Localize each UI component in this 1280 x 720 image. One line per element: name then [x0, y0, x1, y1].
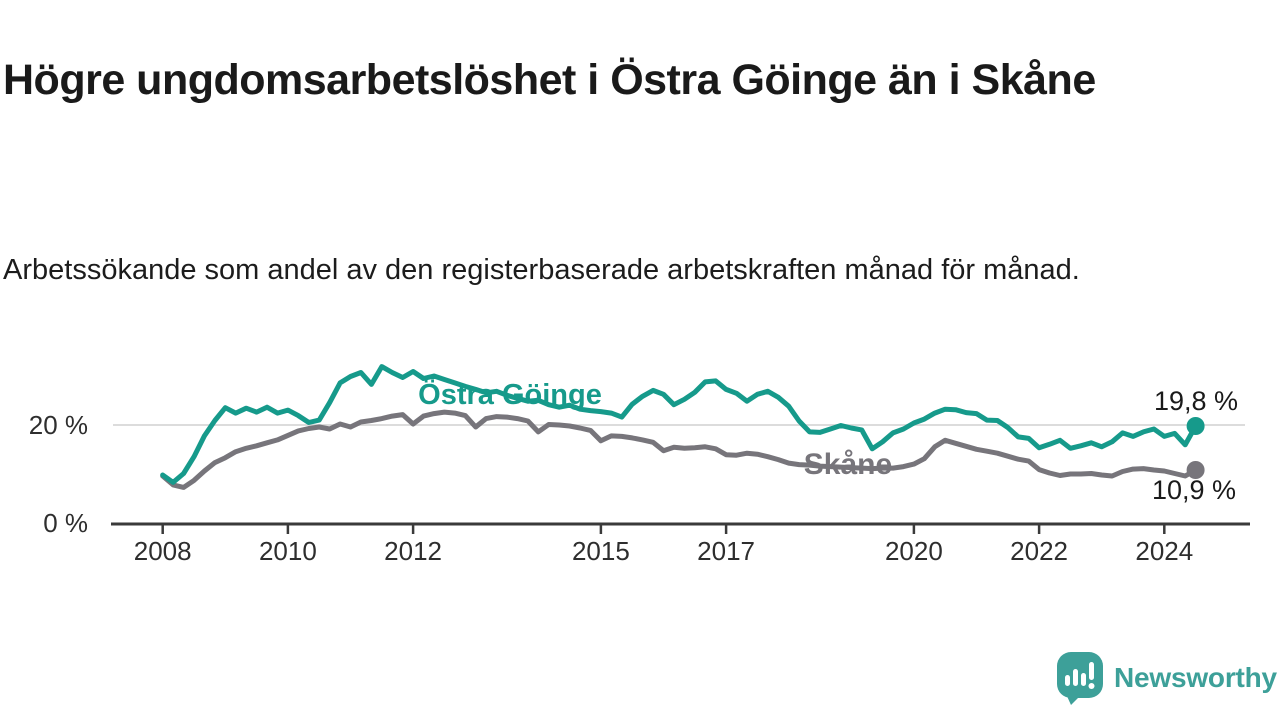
series-label-skane: Skåne [804, 448, 892, 481]
x-tick-label: 2012 [384, 536, 442, 566]
brand-name: Newsworthy [1114, 662, 1277, 693]
series-line-ostra-goinge [160, 364, 1199, 485]
x-tick-label: 2022 [1010, 536, 1068, 566]
exclamation-icon-dot [1088, 683, 1095, 689]
y-axis-label-20: 20 % [29, 410, 88, 440]
end-value-ostra-goinge: 19,8 % [1154, 386, 1238, 416]
y-axis-label-0: 0 % [43, 508, 88, 538]
bar-icon-1 [1065, 675, 1070, 686]
x-tick-label: 2017 [697, 536, 755, 566]
series-label-ostra-goinge: Östra Göinge [418, 378, 602, 411]
newsworthy-icon [1057, 652, 1103, 705]
x-tick-label: 2008 [134, 536, 192, 566]
series-line-skane [160, 409, 1199, 490]
chart-subtitle: Arbetssökande som andel av den registerb… [3, 254, 1080, 286]
series-end-dot-skane [1186, 461, 1205, 479]
x-tick-label: 2010 [259, 536, 317, 566]
page-title: Högre ungdomsarbetslöshet i Östra Göinge… [3, 55, 1096, 104]
x-axis-ticks: 2008 2010 2012 2015 2017 2020 2022 2024 [134, 524, 1193, 566]
brand-logo: Newsworthy [1056, 650, 1280, 706]
exclamation-icon-bar [1089, 662, 1094, 680]
x-tick-label: 2020 [885, 536, 943, 566]
end-value-skane: 10,9 % [1152, 475, 1236, 505]
series-end-dot-ostra-goinge [1186, 417, 1205, 435]
x-tick-label: 2015 [572, 536, 630, 566]
bar-icon-3 [1081, 673, 1086, 686]
bar-icon-2 [1073, 669, 1078, 686]
x-tick-label: 2024 [1135, 536, 1193, 566]
